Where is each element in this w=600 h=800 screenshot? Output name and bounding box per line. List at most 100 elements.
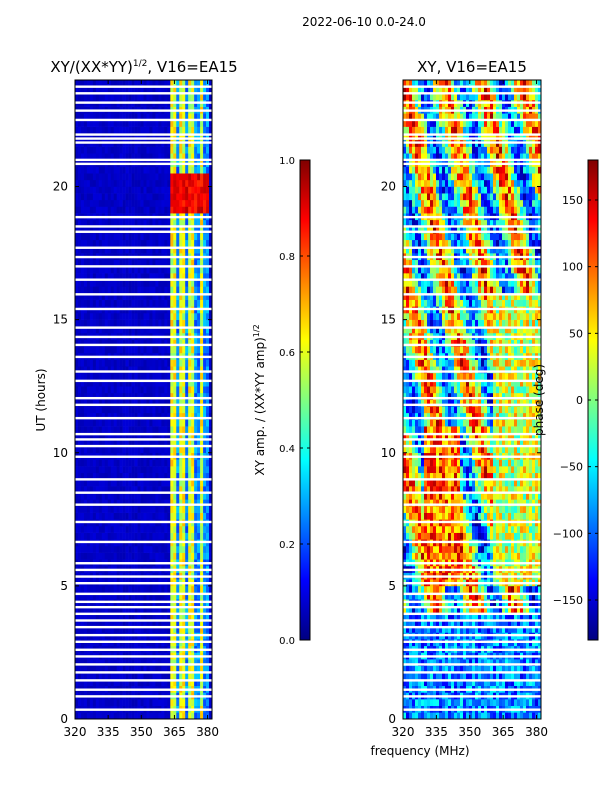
left-heat-cell [110, 186, 115, 194]
left-heat-cell [149, 386, 153, 394]
left-heat-cell [158, 659, 162, 667]
left-heat-cell [203, 486, 207, 493]
left-heat-cell [146, 173, 150, 181]
left-heat-cell [89, 412, 94, 420]
right-heat-cell [469, 712, 473, 720]
left-xtick-label: 380 [196, 725, 219, 739]
left-heat-cell [104, 426, 109, 434]
left-heat-cell [80, 299, 85, 307]
right-heat-cell [439, 699, 443, 706]
left-heat-cell [182, 206, 186, 214]
right-heat-cell [520, 659, 524, 667]
left-heat-cell [170, 479, 174, 487]
left-heat-cell [98, 525, 103, 533]
left-heat-cell [107, 193, 112, 201]
left-heat-cell [197, 486, 201, 493]
left-heat-cell [98, 293, 103, 300]
left-heat-cell [122, 552, 126, 560]
left-heat-cell [152, 299, 156, 307]
left-heat-cell [113, 259, 117, 267]
left-heat-cell [92, 506, 97, 513]
left-heat-cell [182, 459, 186, 467]
left-heat-cell [167, 665, 171, 673]
right-heat-cell [421, 699, 425, 706]
left-heat-cell [107, 279, 112, 287]
left-heat-cell [191, 119, 195, 127]
left-heat-cell [209, 179, 213, 187]
left-heat-cell [185, 679, 189, 687]
left-heat-cell [155, 439, 159, 447]
left-heat-cell [143, 585, 147, 593]
left-heat-cell [140, 446, 144, 454]
left-heat-cell [185, 552, 189, 560]
left-heat-cell [107, 346, 112, 354]
left-heat-cell [143, 80, 147, 87]
right-heat-cell [445, 672, 449, 680]
left-heat-cell [128, 233, 132, 241]
left-heat-cell [128, 592, 132, 600]
left-heat-cell [116, 366, 120, 374]
left-heat-cell [128, 412, 132, 420]
left-heat-cell [77, 286, 82, 294]
left-heat-cell [203, 339, 207, 347]
left-heat-cell [185, 446, 189, 454]
left-heat-cell [203, 492, 207, 500]
left-heat-cell [158, 479, 162, 487]
right-heat-cell [529, 665, 533, 673]
left-heat-cell [179, 173, 183, 181]
left-heat-cell [161, 266, 165, 274]
left-heat-cell [131, 199, 135, 207]
left-colorbar-label: XY amp. / (XX*YY amp)1/2 [252, 324, 267, 475]
left-heat-cell [128, 312, 132, 320]
left-heat-cell [203, 166, 207, 174]
left-heat-cell [197, 712, 201, 720]
left-heat-cell [188, 166, 192, 174]
left-heat-cell [101, 206, 106, 214]
left-heat-cell [122, 499, 126, 507]
left-heat-cell [80, 439, 85, 447]
left-heat-cell [194, 699, 198, 706]
left-heat-cell [185, 113, 189, 121]
left-heat-cell [152, 679, 156, 687]
left-data-gap [75, 379, 212, 383]
right-heat-cell [493, 672, 497, 680]
left-heat-cell [104, 492, 109, 500]
left-heat-cell [176, 199, 180, 207]
left-heat-cell [161, 386, 165, 394]
left-heat-cell [137, 532, 141, 540]
left-heat-cell [194, 612, 198, 620]
left-heat-cell [83, 426, 88, 434]
left-heat-cell [140, 619, 144, 627]
left-heat-cell [206, 293, 210, 300]
left-heat-cell [158, 193, 162, 201]
left-heat-cell [137, 293, 141, 300]
left-heat-cell [140, 299, 144, 307]
left-heat-cell [86, 439, 91, 447]
right-heat-cell [538, 672, 542, 680]
left-heat-cell [83, 545, 88, 553]
left-heat-cell [116, 712, 120, 720]
left-heat-cell [122, 326, 126, 334]
left-heat-cell [98, 226, 103, 234]
left-heat-cell [83, 679, 88, 687]
left-heat-cell [104, 506, 109, 513]
left-heat-cell [104, 312, 109, 320]
left-heat-cell [191, 506, 195, 513]
left-heat-cell [197, 592, 201, 600]
left-heat-cell [116, 479, 120, 487]
left-heat-cell [176, 80, 180, 87]
left-heat-cell [161, 499, 165, 507]
left-heat-cell [203, 319, 207, 327]
right-heat-cell [502, 659, 506, 667]
left-heat-cell [197, 199, 201, 207]
left-heat-cell [113, 412, 117, 420]
left-heat-cell [146, 293, 150, 300]
left-heat-cell [179, 432, 183, 440]
left-heat-cell [98, 699, 103, 706]
left-heat-cell [188, 439, 192, 447]
left-heat-cell [131, 379, 135, 387]
left-heat-cell [89, 619, 94, 627]
left-heat-cell [140, 439, 144, 447]
left-heat-cell [140, 406, 144, 414]
